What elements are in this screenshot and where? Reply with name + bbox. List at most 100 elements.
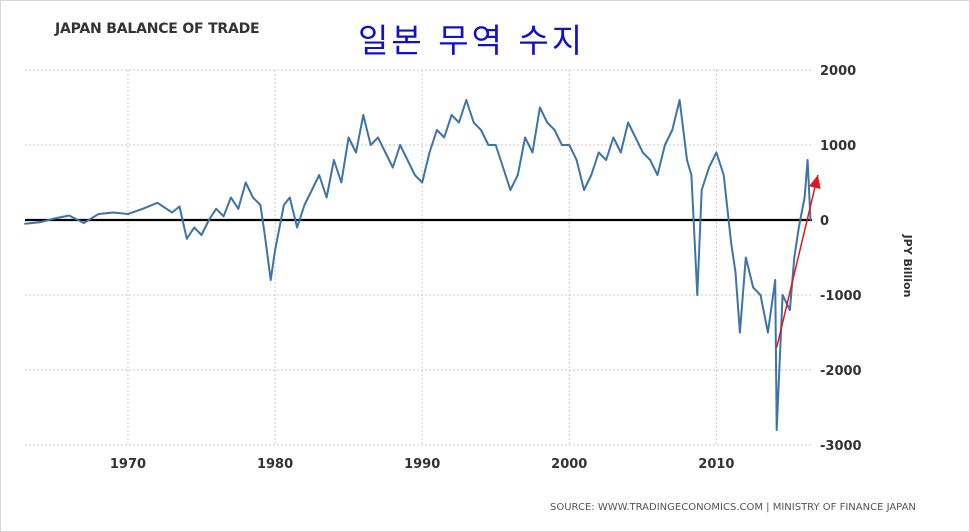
data-point — [568, 144, 571, 146]
data-point — [283, 204, 285, 206]
data-point — [700, 189, 703, 191]
data-point — [141, 207, 144, 210]
data-point — [443, 136, 446, 139]
y-tick-label: 2000 — [820, 64, 856, 79]
data-point — [759, 294, 762, 296]
data-point — [641, 151, 644, 154]
series-layer — [24, 99, 812, 431]
data-point — [252, 196, 254, 199]
x-tick-label: 1970 — [110, 457, 146, 472]
data-point — [722, 174, 725, 176]
data-point — [38, 221, 41, 224]
data-point — [583, 189, 585, 191]
data-point — [391, 166, 394, 169]
data-point — [793, 256, 796, 259]
data-point — [634, 136, 637, 139]
data-point — [340, 181, 343, 184]
data-point — [561, 144, 563, 146]
annotation-arrow-head — [809, 175, 821, 189]
y-axis-label: JPY Billion — [901, 234, 914, 298]
data-point — [127, 213, 129, 215]
x-tick-label: 2010 — [698, 457, 734, 472]
data-point — [649, 159, 652, 161]
data-point — [708, 166, 710, 169]
data-point — [767, 331, 769, 334]
data-point — [803, 196, 806, 199]
data-point — [806, 159, 809, 161]
data-point — [789, 309, 791, 311]
data-point — [734, 271, 737, 274]
data-point — [384, 151, 387, 154]
data-point — [797, 226, 800, 229]
data-point — [68, 214, 70, 217]
data-point — [311, 189, 313, 191]
data-point — [575, 159, 578, 161]
data-point — [664, 144, 666, 146]
data-point — [53, 217, 56, 220]
data-point — [288, 196, 291, 199]
data-point — [450, 114, 453, 116]
data-point — [678, 99, 681, 101]
data-point — [347, 136, 350, 139]
data-point — [215, 207, 218, 210]
data-point — [156, 201, 159, 204]
y-tick-label: -1000 — [820, 289, 862, 304]
data-point — [739, 331, 741, 334]
data-point — [269, 279, 272, 281]
data-point — [781, 294, 784, 296]
data-point — [516, 174, 519, 176]
y-tick-label: 1000 — [820, 139, 856, 154]
data-point — [296, 226, 298, 229]
data-point — [809, 219, 812, 221]
data-point — [82, 222, 85, 224]
y-tick-label: 0 — [820, 214, 829, 229]
data-point — [509, 189, 512, 191]
data-point — [597, 151, 600, 154]
data-point — [436, 129, 438, 131]
data-point — [112, 211, 115, 214]
x-tick-label: 1990 — [404, 457, 440, 472]
data-point — [222, 215, 225, 218]
data-point — [502, 166, 504, 169]
korean-overlay-title: 일본 무역 수지 — [358, 21, 586, 60]
data-point — [421, 181, 424, 184]
data-point — [458, 121, 460, 124]
y-tick-label: -3000 — [820, 439, 862, 454]
data-point — [612, 136, 615, 139]
data-point — [406, 159, 409, 161]
data-point — [303, 204, 306, 206]
data-point — [369, 144, 372, 146]
data-point — [465, 99, 468, 101]
data-point — [524, 136, 526, 139]
data-point — [752, 286, 755, 289]
data-point — [318, 174, 321, 176]
data-point — [278, 226, 281, 229]
source-credit: SOURCE: WWW.TRADINGECONOMICS.COM | MINIS… — [550, 502, 916, 513]
annotation-arrow-shaft — [775, 174, 819, 348]
data-point — [686, 159, 688, 161]
data-point — [546, 121, 549, 124]
data-point — [472, 121, 475, 124]
x-tick-label: 1980 — [257, 457, 293, 472]
data-point — [362, 114, 365, 116]
data-point — [671, 129, 674, 131]
data-point — [208, 219, 210, 221]
data-point — [237, 207, 240, 210]
tick-layer: 2000 1000 0 -1000 -2000 -3000 1970 1980 1990 2000… — [110, 64, 862, 472]
data-point — [171, 211, 174, 214]
data-point — [355, 151, 357, 154]
data-point — [605, 159, 607, 161]
data-point — [274, 249, 276, 251]
data-point — [428, 151, 431, 154]
series-line-0 — [24, 99, 812, 431]
data-point — [619, 151, 622, 154]
data-point — [744, 256, 747, 259]
data-point — [230, 196, 232, 199]
data-point — [325, 196, 328, 199]
data-point — [178, 205, 181, 208]
data-point — [590, 174, 593, 176]
data-point — [185, 237, 188, 240]
data-point — [730, 241, 732, 244]
